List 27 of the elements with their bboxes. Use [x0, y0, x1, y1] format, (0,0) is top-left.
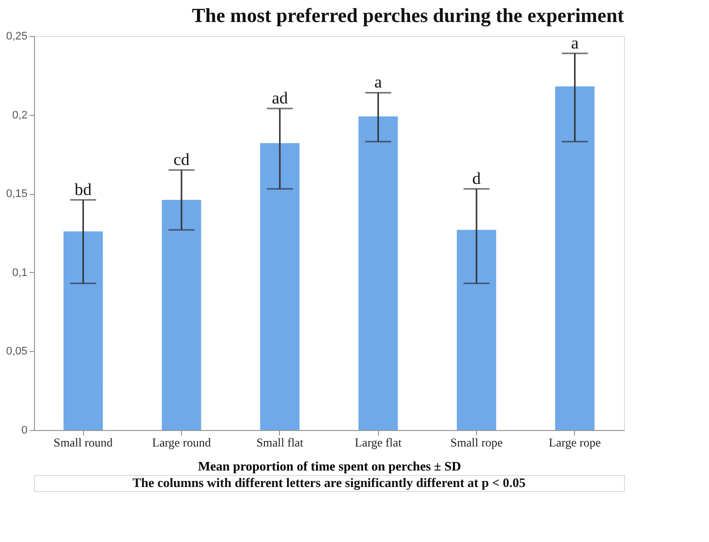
x-tick-label: Large rope	[548, 436, 601, 450]
bar	[555, 86, 594, 430]
x-tick-label: Small rope	[450, 436, 503, 450]
y-tick-label: 0,05	[6, 346, 28, 358]
bar	[64, 231, 103, 430]
y-tick-label: 0,25	[6, 30, 28, 42]
chart-title: The most preferred perches during the experiment	[192, 5, 624, 27]
y-tick-label: 0,2	[12, 109, 28, 122]
bar	[260, 143, 300, 430]
annotation: a	[374, 72, 382, 92]
annotation: cd	[173, 150, 190, 169]
annotation: bd	[74, 180, 92, 199]
bar	[456, 230, 496, 430]
bar	[162, 200, 202, 430]
bar	[358, 116, 398, 430]
x-tick-label: Small flat	[256, 436, 304, 450]
x-axis-title: Mean proportion of time spent on perches ± SD	[198, 458, 462, 474]
y-tick-label: 0,15	[6, 188, 28, 200]
x-tick-label: Large flat	[354, 436, 402, 450]
y-tick-label: 0,1	[12, 266, 28, 279]
text: The columns with different letters are significantly different at p < 0.05	[132, 475, 526, 490]
y-tick-label: 0	[21, 424, 28, 436]
annotation: a	[571, 33, 580, 52]
annotation: ad	[272, 88, 288, 108]
annotation: d	[472, 168, 482, 188]
x-tick-label: Large round	[152, 436, 211, 450]
x-tick-label: Small round	[54, 436, 113, 450]
